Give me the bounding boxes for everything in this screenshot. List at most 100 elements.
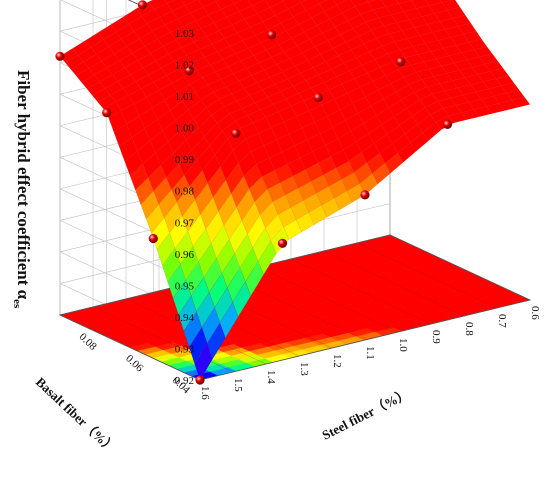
surface-cell xyxy=(249,176,268,203)
surface-cell xyxy=(448,52,468,64)
surface-cell xyxy=(212,179,232,212)
z-tick-label: 0.99 xyxy=(175,154,195,166)
x-tick-label: 0.7 xyxy=(496,314,508,328)
surface-cell xyxy=(153,75,173,91)
z-tick-label: 1.03 xyxy=(175,28,195,40)
surface-cell xyxy=(146,89,165,109)
surface-cell xyxy=(193,36,213,50)
z-tick-label: 0.97 xyxy=(175,217,195,229)
surface-cell xyxy=(116,23,135,40)
surface-cell xyxy=(245,133,264,152)
surface-cell xyxy=(412,107,431,125)
surface-cell xyxy=(164,92,183,111)
x-tick-label: 1.6 xyxy=(199,386,211,400)
surface-cell xyxy=(182,199,201,232)
surface-cell xyxy=(440,0,453,3)
surface-cell xyxy=(267,182,286,202)
floor-gridline xyxy=(290,258,432,325)
y-tick-label: 0.08 xyxy=(77,331,100,353)
surface-cell xyxy=(148,0,168,10)
surface-cell xyxy=(315,0,327,5)
surface-cell xyxy=(108,110,127,133)
floor-gridline xyxy=(323,250,465,317)
surface-cell xyxy=(170,26,189,41)
surface-cell xyxy=(224,32,243,47)
surface-cell xyxy=(447,7,466,19)
surface-cell xyxy=(495,75,515,86)
surface-cell xyxy=(204,51,223,65)
surface-cell xyxy=(200,196,219,230)
surface-cell xyxy=(432,90,451,102)
surface-cell xyxy=(282,66,301,80)
surface-cell xyxy=(119,53,138,68)
surface-cell xyxy=(123,8,142,25)
surface-cell xyxy=(104,81,124,96)
surface-cell xyxy=(234,233,253,268)
tick-labels: 0.920.930.940.950.960.970.980.991.001.01… xyxy=(77,28,541,400)
surface-cell xyxy=(232,138,252,164)
surface-cell xyxy=(194,342,213,381)
surface-cell xyxy=(131,128,151,152)
data-point xyxy=(148,233,158,244)
surface-cell xyxy=(204,123,223,146)
surface-cell xyxy=(493,92,513,104)
surface-cell xyxy=(243,163,263,190)
surface-cell xyxy=(124,150,143,176)
surface-cell xyxy=(159,11,178,25)
surface-cell xyxy=(196,145,216,171)
surface-cell xyxy=(410,0,415,1)
surface-cell xyxy=(97,94,116,109)
surface-cell xyxy=(162,39,182,54)
surface-cell xyxy=(133,96,153,117)
surface-cell xyxy=(328,179,348,199)
floor-gridline xyxy=(257,266,399,333)
surface-cell xyxy=(191,136,210,161)
z-tick-label: 0.98 xyxy=(175,186,195,198)
surface-cell xyxy=(473,106,493,117)
surface-cell xyxy=(221,253,241,288)
z-tick-label: 0.94 xyxy=(175,312,195,324)
surface-cell xyxy=(216,239,235,274)
surface-cell xyxy=(229,220,248,254)
x-tick-label: 1.0 xyxy=(397,338,409,352)
surface-cell xyxy=(407,35,426,47)
surface-cell xyxy=(214,0,220,2)
surface-cell xyxy=(216,113,236,132)
z-tick-label: 0.95 xyxy=(175,280,195,292)
surface-cell xyxy=(231,0,242,4)
data-point xyxy=(267,30,277,40)
data-point xyxy=(313,92,323,103)
z-axis-title: Fiber hybrid effect coefficient αes xyxy=(11,70,33,309)
surface-cell xyxy=(257,7,276,22)
data-point xyxy=(442,119,453,129)
surface-cell xyxy=(308,205,328,225)
surface-cell xyxy=(366,0,376,2)
surface-cell xyxy=(206,30,225,45)
surface-cell xyxy=(287,157,306,177)
surface-cell xyxy=(128,16,148,32)
surface-cell xyxy=(147,164,167,192)
surface-cell xyxy=(342,6,361,21)
surface-cell xyxy=(134,23,153,39)
y-tick-label: 0.06 xyxy=(123,353,146,375)
surface-cell xyxy=(388,99,408,117)
data-point xyxy=(195,375,205,385)
surface-cell xyxy=(171,174,190,203)
z-tick-label: 0.92 xyxy=(175,375,194,387)
surface-cell xyxy=(383,22,403,34)
surface-cell xyxy=(182,20,202,35)
surface-cell xyxy=(158,189,178,219)
surface-cell xyxy=(172,279,192,315)
surface-cell xyxy=(183,311,203,348)
data-markers xyxy=(55,0,453,385)
data-point xyxy=(396,57,406,67)
surface-cell xyxy=(322,26,341,41)
z-tick-label: 0.93 xyxy=(175,344,195,356)
surface-cell xyxy=(302,46,321,61)
surface-cell xyxy=(122,81,142,96)
surface-cell xyxy=(132,45,151,61)
data-point xyxy=(102,108,112,118)
x-axis-title: Steel fiber（%） xyxy=(320,386,412,443)
surface-cell xyxy=(392,133,411,154)
